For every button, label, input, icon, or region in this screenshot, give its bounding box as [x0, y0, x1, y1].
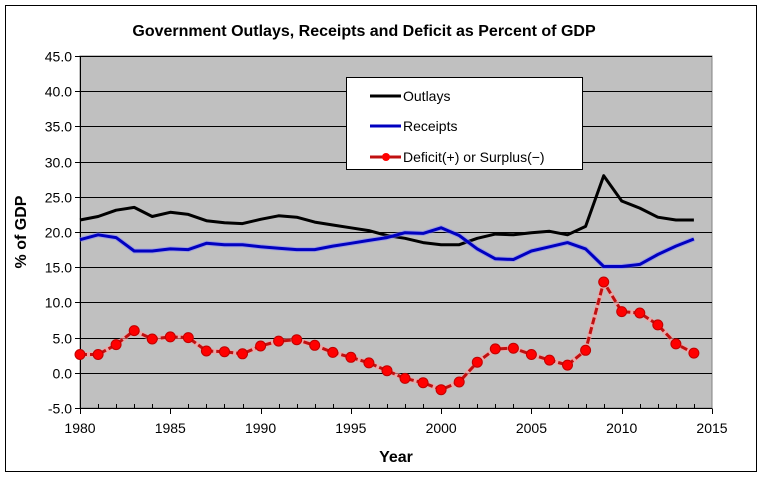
legend-label: Receipts [403, 118, 457, 134]
y-tick-label: 40.0 [45, 84, 72, 100]
y-tick-label: 0.0 [53, 366, 73, 382]
data-point [580, 344, 592, 356]
data-point [128, 325, 140, 337]
data-point [471, 356, 483, 368]
legend-label: Deficit(+) or Surplus(−) [403, 149, 545, 165]
data-point [146, 333, 158, 345]
y-tick-label: 45.0 [45, 49, 72, 65]
data-point [309, 339, 321, 351]
legend-item: Deficit(+) or Surplus(−) [370, 149, 545, 165]
data-point [273, 335, 285, 347]
x-tick-label: 2000 [426, 420, 457, 436]
y-tick-label: 25.0 [45, 190, 72, 206]
x-tick-label: 2005 [516, 420, 547, 436]
y-tick-label: 10.0 [45, 295, 72, 311]
y-tick-label: 30.0 [45, 155, 72, 171]
legend: Outlays Receipts Deficit(+) or Surplus(−) [346, 77, 583, 170]
data-point [291, 334, 303, 346]
series-line [79, 226, 695, 268]
data-point [652, 319, 664, 331]
data-point [164, 331, 176, 343]
data-point [616, 306, 628, 318]
y-axis: 45.0 40.0 35.0 30.0 25.0 20.0 15.0 10.0 5.0 0.0 -5… [45, 49, 81, 417]
data-point [598, 276, 610, 288]
legend-swatch-marker [382, 153, 390, 161]
data-point [345, 351, 357, 363]
data-point [219, 346, 230, 358]
data-point [634, 307, 646, 319]
y-tick-label: 15.0 [45, 260, 72, 276]
chart-title: Government Outlays, Receipts and Deficit… [132, 23, 596, 40]
data-point [363, 357, 375, 369]
series-deficit-or-surplus [74, 276, 700, 396]
y-tick-label: 5.0 [53, 331, 73, 347]
x-tick-label: 2010 [606, 420, 637, 436]
data-point [670, 338, 682, 350]
data-point [507, 342, 519, 354]
data-point [688, 347, 700, 359]
x-tick-label: 1980 [64, 420, 95, 436]
y-axis-title: % of GDP [13, 195, 30, 268]
data-point [435, 384, 447, 396]
y-tick-label: 35.0 [45, 119, 72, 135]
x-tick-label: 2015 [696, 420, 727, 436]
data-point [327, 346, 339, 358]
data-point [453, 376, 465, 388]
series-line [80, 280, 695, 392]
x-axis: 1980 1985 1990 1995 2000 2005 2010 2015 [64, 404, 728, 436]
data-point [399, 372, 411, 384]
data-point [255, 340, 267, 352]
data-point [381, 365, 393, 377]
data-point [525, 349, 537, 360]
x-tick-label: 1995 [335, 420, 366, 436]
x-tick-label: 1985 [155, 420, 186, 436]
data-point [200, 345, 212, 357]
series-receipts [79, 225, 695, 269]
data-point [562, 359, 573, 371]
data-point [237, 348, 248, 360]
x-tick-label: 1990 [245, 420, 276, 436]
x-axis-title: Year [379, 449, 413, 466]
series-layer [74, 174, 700, 396]
y-tick-label: 20.0 [45, 225, 72, 241]
data-point [489, 343, 501, 355]
legend-item: Receipts [370, 118, 457, 134]
data-point [544, 354, 555, 366]
data-point [110, 339, 122, 351]
legend-label: Outlays [403, 88, 450, 104]
data-point [417, 377, 429, 389]
y-tick-label: -5.0 [48, 401, 72, 417]
data-point [92, 349, 104, 360]
data-point [74, 349, 86, 360]
data-point [182, 332, 194, 344]
legend-item: Outlays [370, 88, 450, 104]
